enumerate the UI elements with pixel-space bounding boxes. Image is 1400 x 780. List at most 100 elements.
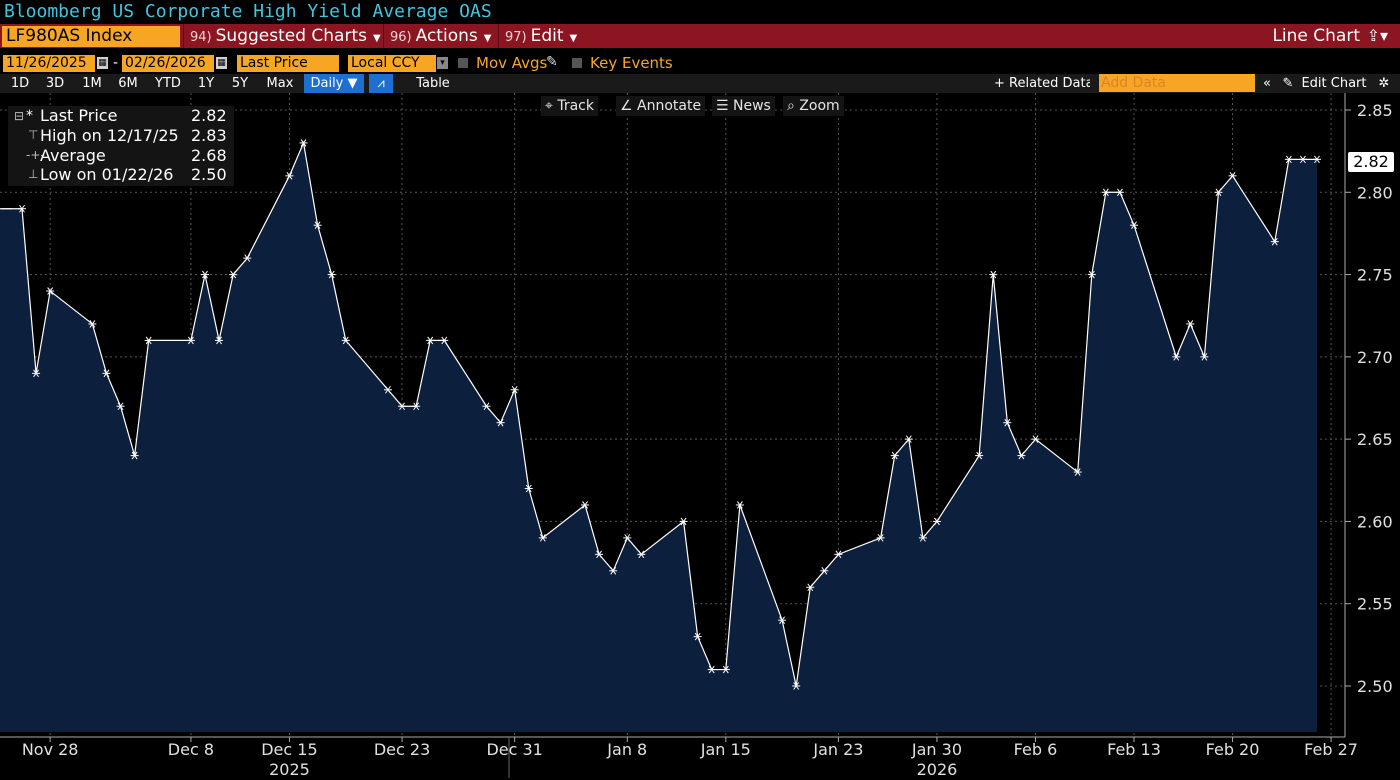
related-data-button[interactable]: + Related Data	[994, 76, 1090, 91]
currency-select[interactable]: Local CCY	[348, 55, 436, 72]
legend-high-value: 2.83	[191, 126, 227, 145]
suggested-charts-menu[interactable]: 94) Suggested Charts ▼	[183, 24, 382, 48]
data-point	[200, 270, 209, 279]
period-ytd[interactable]: YTD	[155, 76, 181, 91]
calendar-icon[interactable]: ▦	[216, 57, 227, 69]
data-point	[229, 270, 238, 279]
caret-down-icon: ▼	[569, 33, 578, 44]
annotate-icon: ∠	[620, 98, 638, 114]
data-point	[398, 402, 407, 411]
chart-area: 2.50 2.55 2.60 2.65 2.70 2.75 2.80 2.85 Nov 28 D…	[0, 93, 1393, 779]
chevron-down-icon[interactable]: ▾	[437, 57, 448, 69]
gear-icon[interactable]: ✲	[1378, 76, 1390, 91]
menu-label: Actions	[415, 26, 478, 46]
start-date-field[interactable]: 11/26/2025	[3, 55, 95, 72]
end-date-field[interactable]: 02/26/2026	[122, 55, 214, 72]
data-point	[18, 204, 26, 213]
data-point	[243, 254, 252, 262]
key-events-label: Key Events	[590, 54, 673, 72]
data-point	[1313, 155, 1321, 164]
x-tick-label: Feb 20	[1206, 740, 1260, 759]
field-select[interactable]: Last Price	[237, 55, 339, 72]
legend-collapse-icon[interactable]: ⊟	[14, 109, 25, 123]
data-point	[735, 501, 744, 509]
data-point	[806, 583, 815, 592]
line-chart-icon[interactable]: ⩘	[369, 74, 393, 93]
legend-low-label: Low on 01/22/26	[40, 165, 174, 184]
x-tick-label: Dec 8	[168, 740, 214, 759]
pencil-icon[interactable]: ✎	[1282, 76, 1294, 91]
data-point	[890, 451, 899, 460]
period-3d[interactable]: 3D	[45, 76, 65, 91]
zoom-button[interactable]: ⌕ Zoom	[783, 96, 844, 116]
x-tick-label: Jan 30	[911, 740, 962, 759]
pencil-icon[interactable]: ✎	[546, 54, 558, 70]
actions-menu[interactable]: 96) Actions ▼	[383, 24, 497, 48]
data-point	[383, 385, 392, 394]
crosshair-icon: ⌖	[545, 98, 558, 114]
y-tick-label: 2.85	[1357, 101, 1393, 120]
chart-type-label[interactable]: Line Chart	[1272, 26, 1360, 46]
period-1y[interactable]: 1Y	[197, 76, 215, 91]
legend-last-label: Last Price	[40, 106, 118, 125]
data-point	[32, 369, 41, 378]
export-icon[interactable]: ⇪▾	[1366, 26, 1388, 45]
data-point	[215, 336, 224, 345]
data-point	[595, 550, 604, 559]
data-point	[299, 139, 308, 147]
x-tick-label: Dec 31	[486, 740, 542, 759]
data-point	[1270, 237, 1279, 246]
y-tick-label: 2.80	[1357, 183, 1393, 202]
collapse-icon[interactable]: «	[1263, 76, 1271, 91]
x-tick-label: Jan 23	[812, 740, 863, 759]
edit-chart-button[interactable]: Edit Chart	[1301, 76, 1367, 91]
data-point	[707, 665, 716, 674]
news-icon: ☰	[716, 98, 734, 114]
data-point	[538, 534, 547, 542]
data-point	[792, 682, 801, 690]
news-button[interactable]: ☰ News	[712, 96, 775, 116]
period-1d[interactable]: 1D	[10, 76, 30, 91]
track-label: Track	[557, 98, 594, 114]
data-point	[116, 402, 125, 411]
period-1m[interactable]: 1M	[82, 76, 102, 91]
data-point	[623, 534, 632, 542]
x-tick-label: Feb 27	[1304, 740, 1358, 759]
add-data-input[interactable]: Add Data	[1099, 74, 1255, 92]
ticker-field[interactable]: LF980AS Index	[2, 26, 180, 47]
data-point	[524, 484, 533, 493]
x-tick-label: Jan 8	[606, 740, 647, 759]
data-point	[341, 336, 350, 345]
caret-down-icon: ▼	[372, 33, 381, 44]
period-max[interactable]: Max	[266, 76, 294, 91]
year-label: 2026	[917, 760, 958, 779]
legend-average-label: Average	[40, 146, 106, 165]
period-6m[interactable]: 6M	[118, 76, 138, 91]
frequency-select[interactable]: Daily ▼	[304, 74, 364, 93]
y-tick-label: 2.65	[1357, 430, 1393, 449]
data-point	[102, 369, 111, 378]
mov-avgs-label: Mov Avgs	[476, 54, 548, 72]
x-tick-label: Nov 28	[22, 740, 79, 759]
legend-last-value: 2.82	[191, 106, 227, 125]
key-events-checkbox[interactable]	[572, 58, 582, 68]
period-5y[interactable]: 5Y	[231, 76, 249, 91]
data-point	[285, 172, 294, 180]
asterisk-marker-icon: *	[26, 108, 33, 124]
calendar-icon[interactable]: ▦	[97, 57, 108, 69]
data-point	[1031, 435, 1040, 443]
high-marker-icon: ⊤	[28, 128, 39, 142]
annotate-button[interactable]: ∠ Annotate	[616, 96, 706, 116]
edit-menu[interactable]: 97) Edit ▼	[498, 24, 584, 48]
page-title: Bloomberg US Corporate High Yield Averag…	[4, 1, 492, 22]
data-point	[510, 385, 519, 394]
data-point	[144, 336, 153, 345]
table-button[interactable]: Table	[416, 76, 450, 91]
track-button[interactable]: ⌖ Track	[541, 96, 598, 116]
data-point	[1172, 353, 1181, 361]
mov-avgs-checkbox[interactable]	[458, 58, 468, 68]
data-point	[186, 336, 195, 345]
data-point	[1200, 353, 1209, 361]
data-point	[609, 567, 618, 575]
data-point	[1003, 418, 1012, 427]
